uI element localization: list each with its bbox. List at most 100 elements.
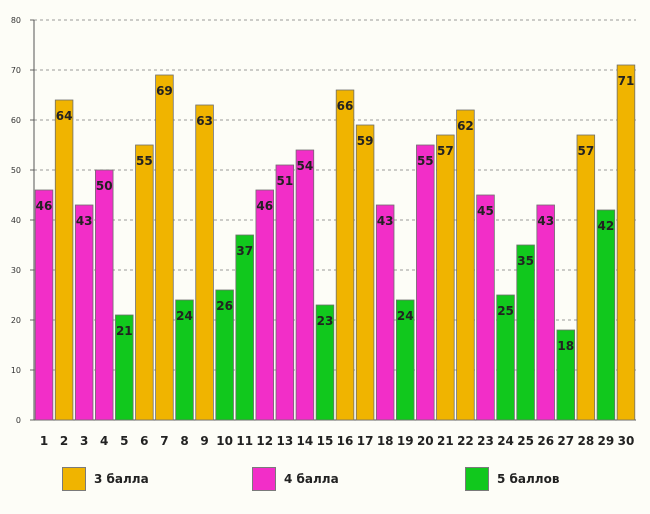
y-tick-label: 20 bbox=[11, 316, 21, 325]
bar-29 bbox=[596, 209, 616, 421]
bar-chart: 0102030405060708046164243350421555669724… bbox=[11, 16, 636, 448]
data-label-27: 18 bbox=[557, 339, 574, 353]
x-tick-label-19: 19 bbox=[397, 434, 414, 448]
x-tick-label-18: 18 bbox=[377, 434, 394, 448]
data-label-17: 59 bbox=[357, 134, 374, 148]
data-label-25: 35 bbox=[517, 254, 534, 268]
x-tick-label-28: 28 bbox=[577, 434, 594, 448]
bar-16 bbox=[335, 89, 355, 421]
x-tick-label-25: 25 bbox=[517, 434, 534, 448]
data-label-29: 42 bbox=[598, 219, 615, 233]
legend-item-5-ballov: 5 баллов bbox=[465, 466, 559, 492]
bar-19 bbox=[396, 299, 415, 421]
legend-label-4-balla: 4 балла bbox=[284, 472, 339, 486]
x-tick-label-6: 6 bbox=[140, 434, 148, 448]
bar-26 bbox=[536, 204, 555, 421]
x-tick-label-8: 8 bbox=[180, 434, 188, 448]
bar-15 bbox=[315, 304, 335, 421]
x-tick-label-9: 9 bbox=[200, 434, 208, 448]
x-tick-label-21: 21 bbox=[437, 434, 454, 448]
x-tick-label-24: 24 bbox=[497, 434, 514, 448]
x-tick-label-29: 29 bbox=[598, 434, 615, 448]
data-label-8: 24 bbox=[176, 309, 193, 323]
data-label-10: 26 bbox=[216, 299, 233, 313]
y-tick-label: 50 bbox=[11, 166, 21, 175]
x-tick-label-12: 12 bbox=[256, 434, 273, 448]
data-label-9: 63 bbox=[196, 114, 213, 128]
data-label-3: 43 bbox=[76, 214, 93, 228]
bar-30 bbox=[616, 64, 636, 421]
data-label-22: 62 bbox=[457, 119, 474, 133]
legend: 3 балла 4 балла 5 баллов bbox=[0, 466, 650, 496]
bar-2 bbox=[54, 99, 74, 421]
bar-25 bbox=[516, 244, 535, 421]
data-label-19: 24 bbox=[397, 309, 414, 323]
data-label-26: 43 bbox=[537, 214, 554, 228]
x-tick-label-14: 14 bbox=[297, 434, 314, 448]
bar-22 bbox=[456, 109, 475, 421]
bar-6 bbox=[135, 144, 154, 421]
bar-1 bbox=[34, 189, 54, 421]
bar-20 bbox=[416, 144, 435, 421]
x-tick-label-17: 17 bbox=[357, 434, 374, 448]
y-tick-label: 60 bbox=[11, 116, 21, 125]
data-label-15: 23 bbox=[317, 314, 334, 328]
legend-swatch-4-balla bbox=[252, 467, 276, 491]
bar-18 bbox=[375, 204, 395, 421]
bar-5 bbox=[115, 314, 134, 421]
y-tick-label: 40 bbox=[11, 216, 21, 225]
data-label-20: 55 bbox=[417, 154, 434, 168]
bar-27 bbox=[556, 329, 575, 421]
data-label-5: 21 bbox=[116, 324, 133, 338]
bar-8 bbox=[175, 299, 194, 421]
legend-label-3-balla: 3 балла bbox=[94, 472, 149, 486]
x-tick-label-27: 27 bbox=[557, 434, 574, 448]
x-tick-label-30: 30 bbox=[618, 434, 635, 448]
y-tick-label: 0 bbox=[16, 416, 21, 425]
x-tick-label-20: 20 bbox=[417, 434, 434, 448]
x-tick-label-4: 4 bbox=[100, 434, 108, 448]
data-label-2: 64 bbox=[56, 109, 73, 123]
x-tick-label-22: 22 bbox=[457, 434, 474, 448]
data-label-14: 54 bbox=[297, 159, 314, 173]
x-tick-label-15: 15 bbox=[317, 434, 334, 448]
data-label-12: 46 bbox=[256, 199, 273, 213]
bar-7 bbox=[155, 74, 174, 421]
legend-item-3-balla: 3 балла bbox=[62, 466, 149, 492]
x-tick-label-5: 5 bbox=[120, 434, 128, 448]
y-tick-label: 80 bbox=[11, 16, 21, 25]
bar-11 bbox=[235, 234, 254, 421]
data-label-13: 51 bbox=[276, 174, 293, 188]
x-tick-label-2: 2 bbox=[60, 434, 68, 448]
legend-swatch-3-balla bbox=[62, 467, 86, 491]
data-label-16: 66 bbox=[337, 99, 354, 113]
data-label-7: 69 bbox=[156, 84, 173, 98]
bar-24 bbox=[496, 294, 515, 421]
x-tick-label-26: 26 bbox=[537, 434, 554, 448]
y-tick-label: 70 bbox=[11, 66, 21, 75]
bar-9 bbox=[195, 104, 214, 421]
legend-label-5-ballov: 5 баллов bbox=[497, 472, 560, 486]
legend-item-4-balla: 4 балла bbox=[252, 466, 339, 492]
bar-3 bbox=[74, 204, 94, 421]
data-label-18: 43 bbox=[377, 214, 394, 228]
bar-21 bbox=[436, 134, 455, 421]
data-label-1: 46 bbox=[36, 199, 53, 213]
bar-14 bbox=[295, 149, 315, 421]
bar-10 bbox=[215, 289, 234, 421]
data-label-23: 45 bbox=[477, 204, 494, 218]
bar-13 bbox=[275, 164, 295, 421]
data-label-4: 50 bbox=[96, 179, 113, 193]
y-tick-label: 30 bbox=[11, 266, 21, 275]
x-tick-label-16: 16 bbox=[337, 434, 354, 448]
x-tick-label-3: 3 bbox=[80, 434, 88, 448]
bar-28 bbox=[576, 134, 596, 421]
bar-17 bbox=[355, 124, 375, 421]
data-label-28: 57 bbox=[577, 144, 594, 158]
data-label-21: 57 bbox=[437, 144, 454, 158]
legend-swatch-5-ballov bbox=[465, 467, 489, 491]
x-tick-label-13: 13 bbox=[276, 434, 293, 448]
data-label-11: 37 bbox=[236, 244, 253, 258]
x-tick-label-23: 23 bbox=[477, 434, 494, 448]
bar-4 bbox=[95, 169, 114, 421]
